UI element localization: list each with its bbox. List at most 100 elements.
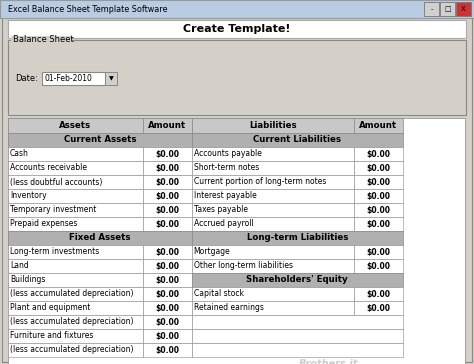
Text: Furniture and fixtures: Furniture and fixtures	[10, 332, 93, 340]
Bar	[191, 147, 354, 161]
Text: Other long-term liabilities: Other long-term liabilities	[194, 261, 293, 270]
Bar	[143, 217, 191, 231]
Text: Interest payable: Interest payable	[194, 191, 256, 201]
Text: Current Liabilities: Current Liabilities	[253, 135, 341, 145]
Text: Amount: Amount	[148, 121, 186, 130]
Bar	[143, 161, 191, 175]
Bar	[8, 147, 143, 161]
Bar	[191, 175, 354, 189]
Bar	[0, 0, 474, 18]
Text: $0.00: $0.00	[155, 345, 179, 355]
Text: (less doubtful accounts): (less doubtful accounts)	[10, 178, 102, 186]
Bar	[191, 217, 354, 231]
Bar	[8, 343, 143, 357]
Text: Shareholders' Equity: Shareholders' Equity	[246, 276, 348, 285]
Text: $0.00: $0.00	[155, 150, 179, 158]
Text: $0.00: $0.00	[366, 191, 391, 201]
Bar	[8, 231, 191, 245]
Bar	[8, 329, 143, 343]
Text: Long-term investments: Long-term investments	[10, 248, 99, 257]
Text: $0.00: $0.00	[155, 206, 179, 214]
Bar	[143, 118, 191, 133]
Text: Accounts payable: Accounts payable	[194, 150, 262, 158]
Bar	[440, 2, 455, 16]
Text: Brothers.it: Brothers.it	[299, 359, 359, 364]
Text: -: -	[430, 6, 433, 12]
Bar	[42, 72, 105, 85]
Bar	[354, 301, 403, 315]
Bar	[8, 40, 466, 115]
Bar	[143, 189, 191, 203]
Text: Accrued payroll: Accrued payroll	[194, 219, 254, 229]
Bar	[354, 217, 403, 231]
Text: $0.00: $0.00	[366, 219, 391, 229]
Text: (less accumulated depreciation): (less accumulated depreciation)	[10, 317, 134, 327]
Bar	[191, 287, 354, 301]
Bar	[143, 245, 191, 259]
Text: $0.00: $0.00	[155, 317, 179, 327]
Text: Short-term notes: Short-term notes	[194, 163, 259, 173]
Text: $0.00: $0.00	[366, 150, 391, 158]
Text: Assets: Assets	[59, 121, 91, 130]
Text: Liabilities: Liabilities	[249, 121, 297, 130]
Bar	[143, 287, 191, 301]
Bar	[8, 287, 143, 301]
Bar	[143, 315, 191, 329]
Text: $0.00: $0.00	[155, 289, 179, 298]
Text: $0.00: $0.00	[155, 332, 179, 340]
Bar	[354, 189, 403, 203]
Bar	[143, 259, 191, 273]
Text: $0.00: $0.00	[155, 248, 179, 257]
Bar	[8, 189, 143, 203]
Text: Retained earnings: Retained earnings	[194, 304, 264, 313]
Bar	[143, 301, 191, 315]
Bar	[354, 245, 403, 259]
Bar	[143, 329, 191, 343]
Bar	[191, 203, 354, 217]
Text: □: □	[444, 6, 451, 12]
Bar	[143, 147, 191, 161]
Bar	[354, 147, 403, 161]
Text: Buildings: Buildings	[10, 276, 46, 285]
Bar	[354, 259, 403, 273]
Bar	[191, 315, 403, 329]
Bar	[354, 161, 403, 175]
Text: Accounts receivable: Accounts receivable	[10, 163, 87, 173]
Text: $0.00: $0.00	[155, 163, 179, 173]
Bar	[354, 287, 403, 301]
Text: Inventory: Inventory	[10, 191, 46, 201]
Bar	[191, 133, 403, 147]
Bar	[354, 118, 403, 133]
Text: Temporary investment: Temporary investment	[10, 206, 96, 214]
Text: $0.00: $0.00	[366, 248, 391, 257]
Bar	[143, 203, 191, 217]
Text: Capital stock: Capital stock	[194, 289, 244, 298]
Bar	[424, 2, 439, 16]
Bar	[191, 231, 403, 245]
Text: $0.00: $0.00	[155, 304, 179, 313]
Text: $0.00: $0.00	[155, 178, 179, 186]
Bar	[191, 329, 403, 343]
Text: Plant and equipment: Plant and equipment	[10, 304, 91, 313]
Text: $0.00: $0.00	[366, 261, 391, 270]
Bar	[354, 175, 403, 189]
Text: Mortgage: Mortgage	[194, 248, 230, 257]
Bar	[8, 175, 143, 189]
Bar	[8, 315, 143, 329]
Bar	[11, 36, 71, 45]
Bar	[191, 118, 354, 133]
Bar	[8, 301, 143, 315]
Text: Balance Sheet: Balance Sheet	[13, 36, 74, 44]
Bar	[8, 20, 466, 38]
Text: $0.00: $0.00	[366, 163, 391, 173]
Bar	[8, 161, 143, 175]
Bar	[8, 259, 143, 273]
Bar	[191, 273, 403, 287]
Text: $0.00: $0.00	[155, 261, 179, 270]
Bar	[8, 118, 465, 364]
Bar	[191, 343, 403, 357]
Text: $0.00: $0.00	[366, 304, 391, 313]
Text: $0.00: $0.00	[366, 206, 391, 214]
Bar	[354, 203, 403, 217]
Bar	[8, 245, 143, 259]
